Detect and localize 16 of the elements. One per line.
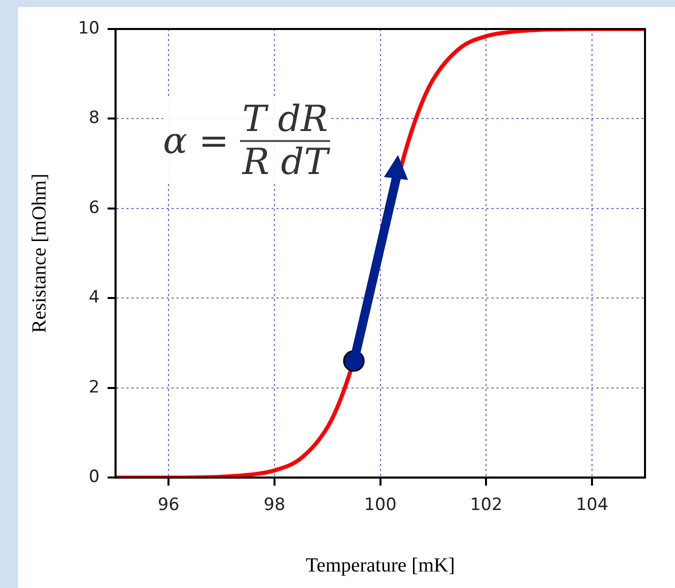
y-tick-label: 4 (88, 288, 100, 308)
annotation: α = (163, 120, 230, 162)
y-tick-label: 0 (88, 467, 100, 488)
y-tick-label: 2 (88, 377, 100, 398)
annotation: R dT (242, 142, 328, 183)
y-tick-label: 10 (78, 18, 100, 38)
x-tick-label: 104 (576, 495, 608, 516)
x-tick-label: 102 (470, 495, 502, 516)
annotation: T dR (240, 99, 330, 142)
x-tick-label: 98 (264, 495, 286, 516)
x-tick-label: 100 (364, 495, 397, 516)
x-axis-title: Temperature [mK] (306, 554, 455, 576)
y-tick-label: 8 (88, 108, 100, 128)
y-tick-label: 6 (88, 198, 100, 218)
x-tick-label: 96 (158, 495, 180, 516)
y-axis-title: Resistance [mOhm] (28, 174, 50, 334)
